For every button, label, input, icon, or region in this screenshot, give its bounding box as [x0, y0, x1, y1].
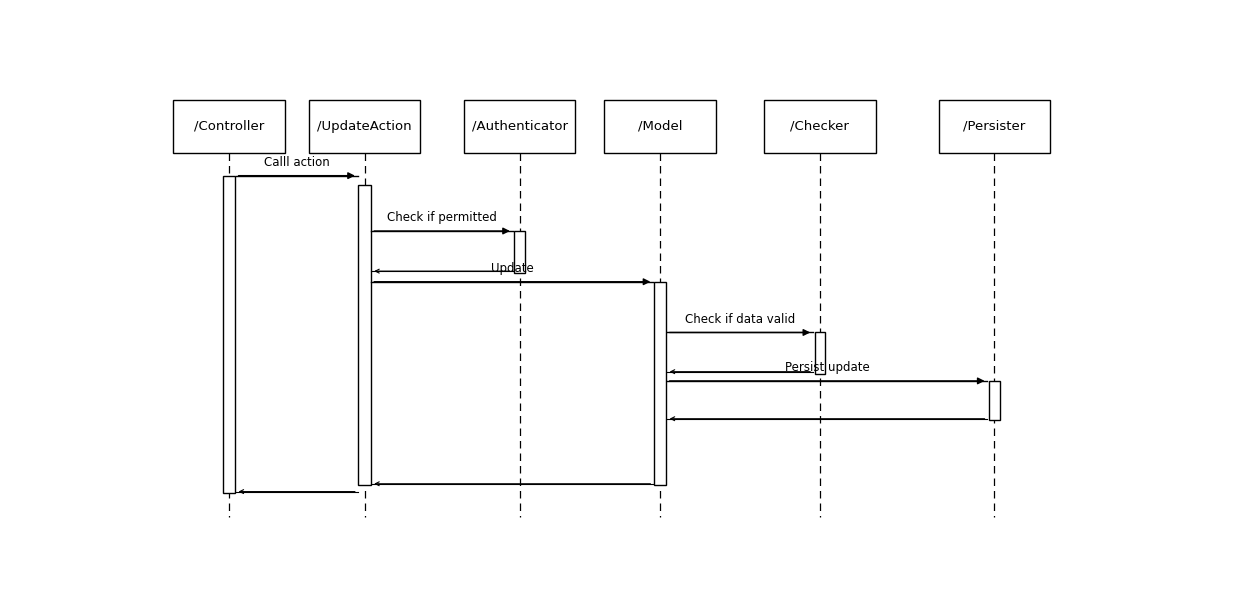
- Bar: [359, 185, 371, 485]
- Bar: [815, 332, 825, 374]
- Text: Check if permitted: Check if permitted: [388, 211, 498, 224]
- Bar: [514, 231, 525, 273]
- Text: Update: Update: [491, 262, 534, 275]
- Text: Persist update: Persist update: [785, 361, 870, 374]
- Bar: [464, 99, 575, 153]
- Bar: [764, 99, 875, 153]
- Text: /Persister: /Persister: [962, 120, 1025, 132]
- Bar: [939, 99, 1050, 153]
- Text: /Model: /Model: [638, 120, 682, 132]
- Text: /Authenticator: /Authenticator: [471, 120, 568, 132]
- Bar: [654, 282, 666, 485]
- Bar: [174, 99, 285, 153]
- Text: Check if data valid: Check if data valid: [685, 313, 795, 326]
- Bar: [989, 381, 1000, 420]
- Text: /UpdateAction: /UpdateAction: [318, 120, 411, 132]
- Bar: [222, 176, 235, 492]
- Text: /Checker: /Checker: [790, 120, 849, 132]
- Text: /Controller: /Controller: [194, 120, 264, 132]
- Text: Calll action: Calll action: [264, 156, 330, 169]
- Bar: [309, 99, 420, 153]
- Bar: [604, 99, 716, 153]
